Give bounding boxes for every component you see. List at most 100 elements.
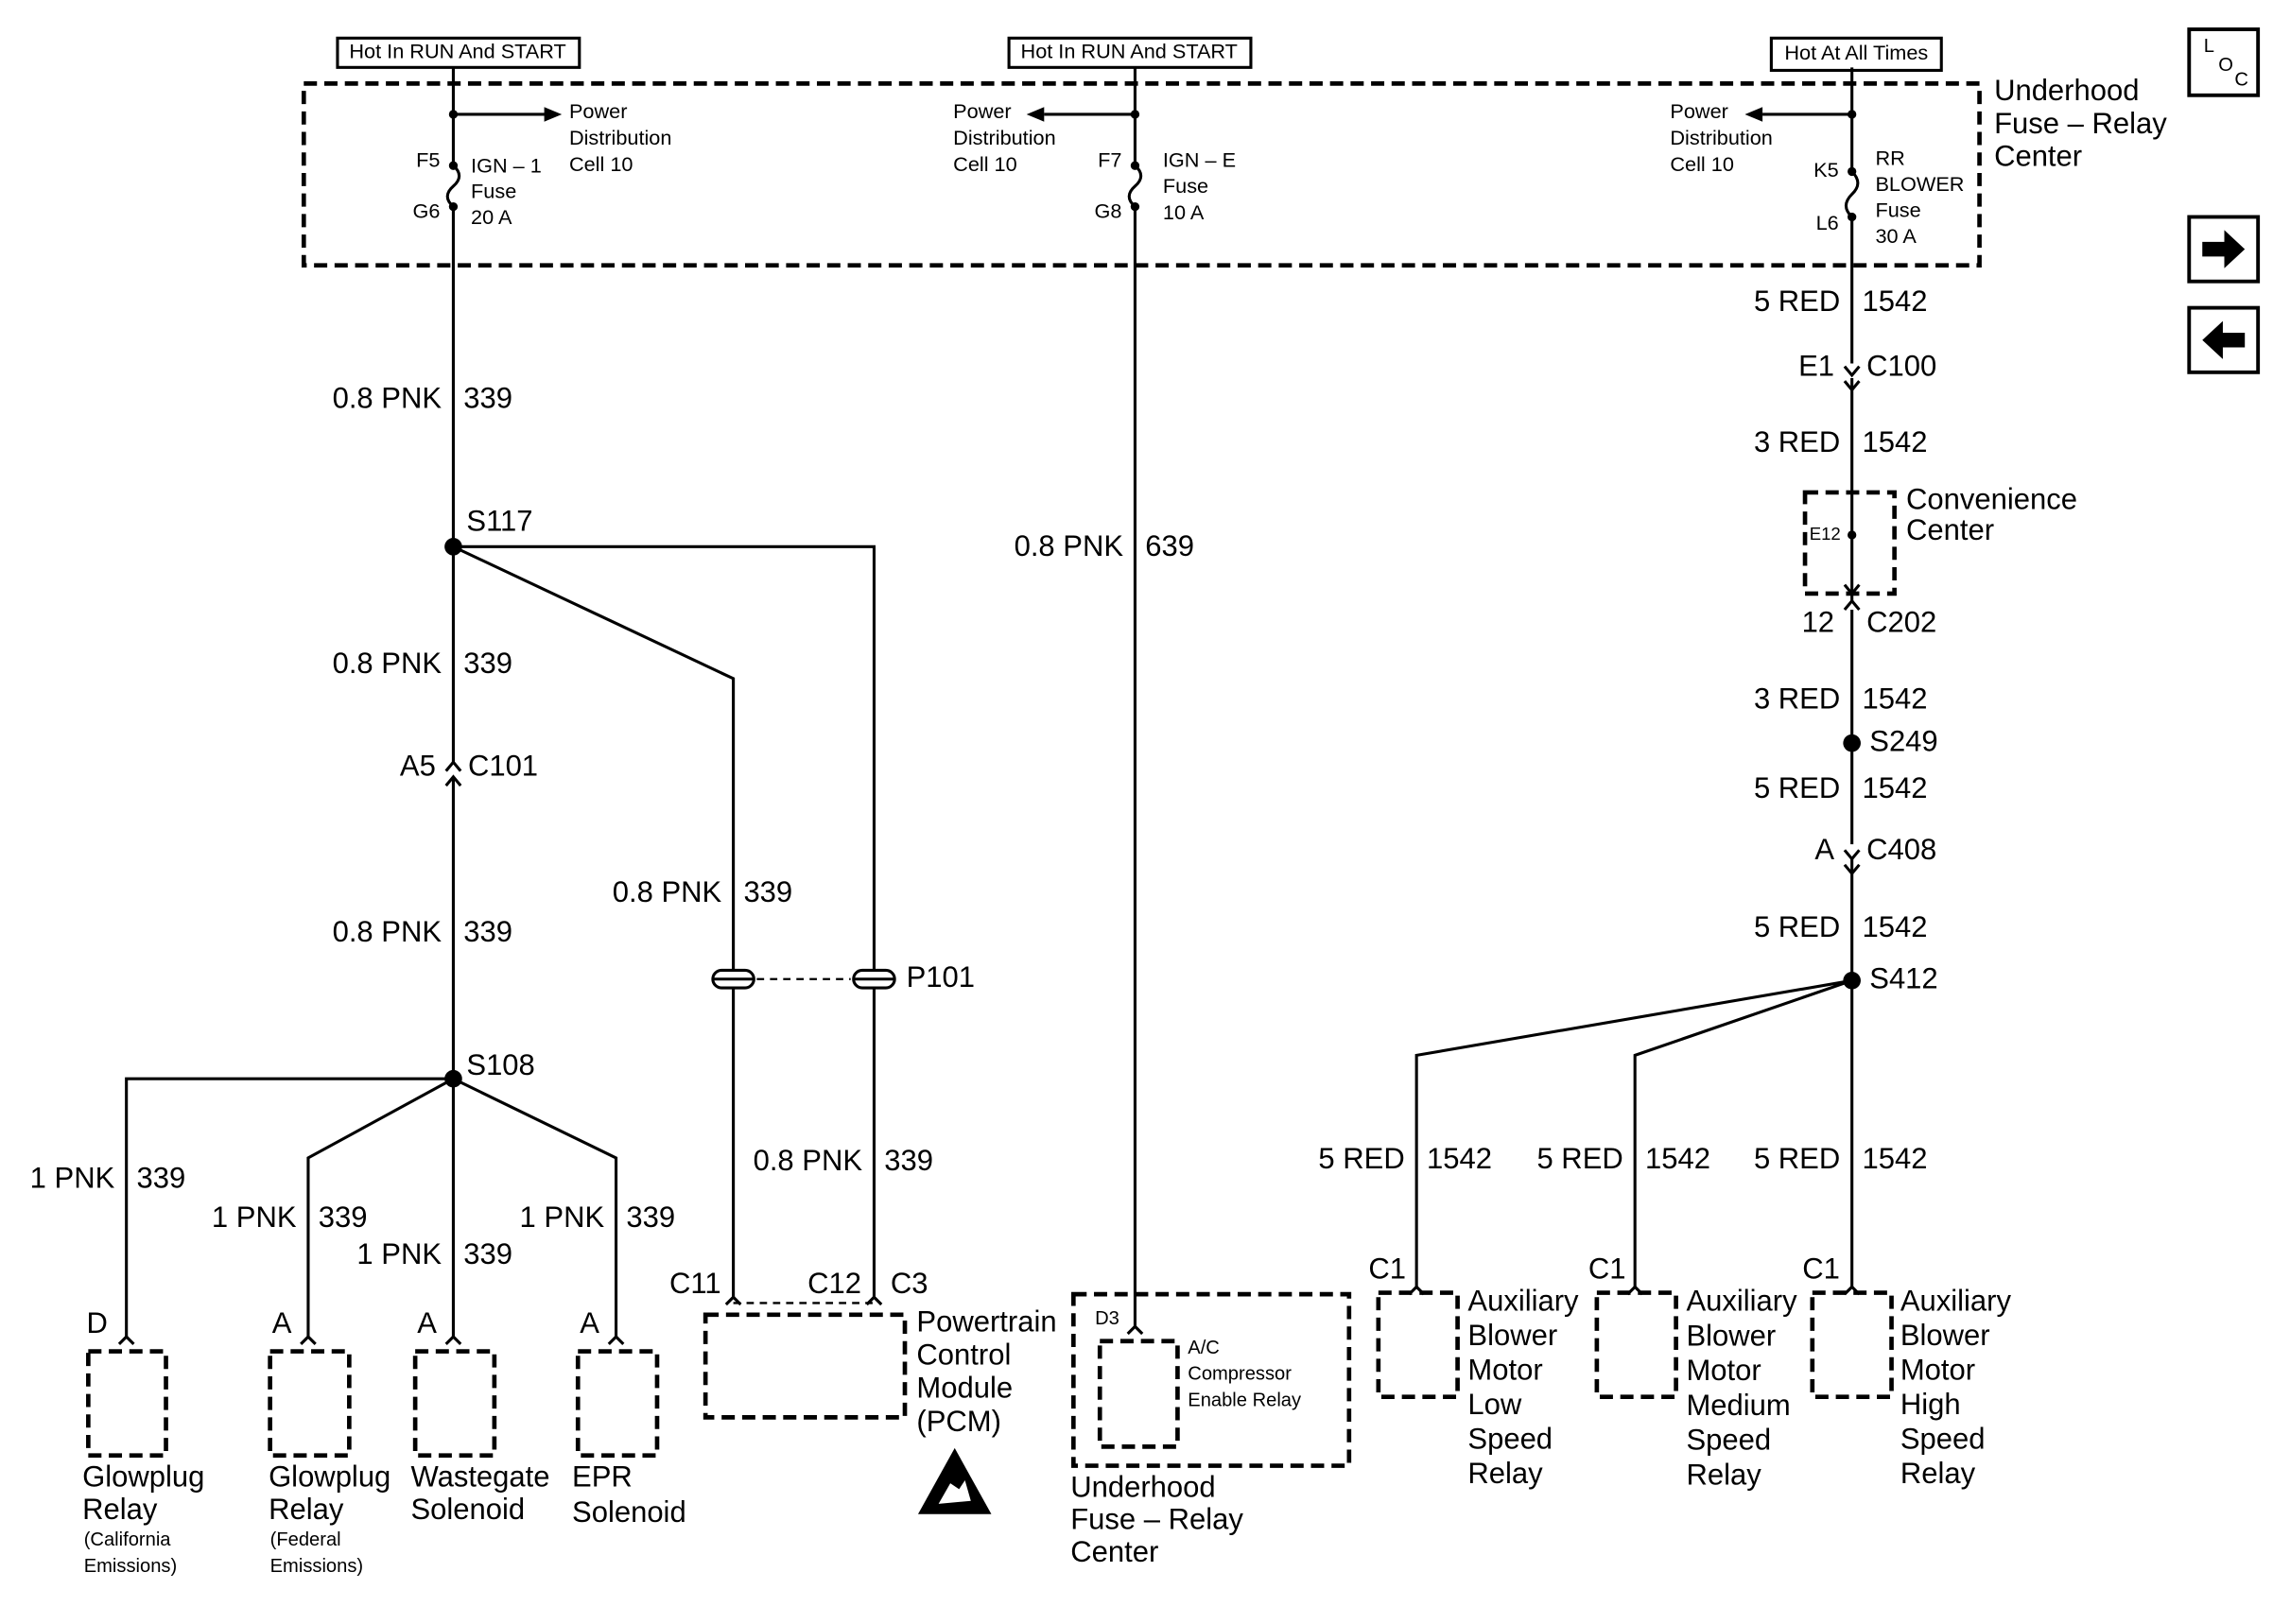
terminal-dot [448, 110, 459, 119]
component-label: Glowplug [82, 1460, 204, 1494]
fuse-label: Fuse [471, 180, 516, 203]
connector-pin: E1 [1798, 349, 1834, 382]
wire-size: 1 PNK [212, 1201, 297, 1234]
wire-size: 0.8 PNK [1015, 529, 1124, 562]
wire-circuit: 1542 [1863, 425, 1928, 458]
header-box [336, 36, 1943, 72]
connector-symbol [117, 1334, 625, 1345]
esd-icon [917, 1447, 992, 1514]
component-label: Convenience [1906, 482, 2077, 515]
wire-circuit: 1542 [1863, 285, 1928, 318]
connector-name: C408 [1866, 833, 1936, 866]
arrow-head [544, 107, 563, 122]
dashed-box [301, 81, 1982, 268]
dashed-box [1810, 1290, 1894, 1399]
next-page-button[interactable] [2202, 230, 2246, 268]
dashed-box [1376, 1290, 1460, 1399]
connector-pin: C11 [669, 1267, 721, 1300]
component-label: Medium [1686, 1389, 1790, 1422]
wire-size: 1 PNK [520, 1201, 605, 1234]
component-label: Speed [1467, 1422, 1553, 1455]
relay-label: A/C [1188, 1338, 1220, 1358]
connector-pin: C1 [1588, 1253, 1626, 1286]
loc-icon [2187, 27, 2261, 97]
next-page-button[interactable] [2187, 215, 2261, 284]
wire-size: 5 RED [1318, 1142, 1404, 1175]
prev-page-button[interactable] [2202, 320, 2246, 359]
splice-dot [1843, 972, 1861, 990]
connector-name: P101 [907, 960, 975, 993]
wire-size: 5 RED [1536, 1142, 1622, 1175]
relay-label: Compressor [1188, 1364, 1292, 1385]
connector-symbol [1408, 1285, 1861, 1296]
wire-size: 5 RED [1754, 771, 1840, 804]
connector-pin: C3 [891, 1267, 928, 1300]
connector-name: C202 [1866, 606, 1936, 639]
wire-size: 5 RED [1754, 285, 1840, 318]
component-label: Motor [1686, 1354, 1761, 1387]
component-label: High [1900, 1388, 1961, 1421]
wire-circuit: 1542 [1863, 682, 1928, 715]
component-label: Low [1467, 1388, 1521, 1421]
header-box [336, 36, 581, 69]
fuse-label: 20 A [471, 205, 512, 229]
wire-size: 0.8 PNK [333, 647, 442, 680]
wire-circuit: 339 [743, 875, 792, 908]
component-label: Speed [1900, 1422, 1986, 1455]
esd-icon [917, 1447, 992, 1514]
fuse-symbol [1844, 170, 1860, 218]
fuse-block-title: Underhood [1994, 74, 2139, 107]
prev-page-button[interactable] [2187, 305, 2261, 374]
wire-size: 5 RED [1754, 1142, 1840, 1175]
terminal-dot [1848, 166, 1857, 177]
component-note: (California [84, 1529, 172, 1550]
component-note: (Federal [270, 1529, 341, 1550]
terminal-dot [1130, 161, 1140, 170]
component-label: Blower [1900, 1319, 1990, 1352]
connector-symbol [444, 759, 462, 787]
fuse-label: Fuse [1875, 199, 1920, 222]
wire [1414, 978, 1853, 1287]
dashed-box [1097, 1339, 1180, 1449]
terminal-dot [448, 110, 1857, 540]
connector-pin: A [1814, 833, 1834, 866]
feed-label: Cell 10 [569, 152, 633, 176]
fuse-pin: K5 [1813, 158, 1839, 181]
component-label: Blower [1686, 1319, 1776, 1352]
wire-circuit: 339 [463, 647, 512, 680]
terminal-dot [1130, 110, 1140, 119]
dashed-box [575, 1349, 660, 1459]
fuse-label: 30 A [1875, 224, 1917, 248]
terminal-dot [1848, 530, 1857, 540]
connector-pin: C1 [1368, 1253, 1406, 1286]
component-label: Relay [269, 1493, 344, 1526]
component-label: EPR [572, 1460, 633, 1494]
supply-header: Hot In RUN And START [349, 40, 565, 63]
connector-symbol [117, 365, 1861, 1345]
connector-pin: A5 [400, 750, 436, 783]
component-note: Emissions) [84, 1556, 177, 1577]
relay-label: Enable Relay [1188, 1391, 1302, 1411]
fuse-label: 10 A [1163, 200, 1205, 224]
component-label: Speed [1686, 1424, 1771, 1457]
component-label: Center [1906, 513, 1994, 546]
connector-pin: C12 [807, 1267, 861, 1300]
feed-label: Power [953, 99, 1011, 123]
fuse-block-title: Fuse – Relay [1994, 107, 2167, 140]
fuse-label: RR [1875, 147, 1904, 170]
arrow-head [544, 107, 1763, 122]
wire-size: 3 RED [1754, 682, 1840, 715]
arrow-head [1744, 107, 1763, 122]
component-label: Auxiliary [1900, 1285, 2012, 1318]
fuse-symbol [445, 164, 1860, 218]
connector-name: C100 [1866, 349, 1936, 382]
connector-pin: A [580, 1306, 599, 1339]
splice-label: S249 [1869, 724, 1937, 757]
dashed-box [1594, 1290, 1678, 1399]
connector-pin: D3 [1095, 1308, 1119, 1329]
wire-circuit: 639 [1145, 529, 1194, 562]
fuse-label: BLOWER [1875, 172, 1964, 196]
component-label: (PCM) [916, 1405, 1001, 1438]
dashed-box [412, 1349, 497, 1459]
supply-header: Hot In RUN And START [1021, 40, 1238, 63]
